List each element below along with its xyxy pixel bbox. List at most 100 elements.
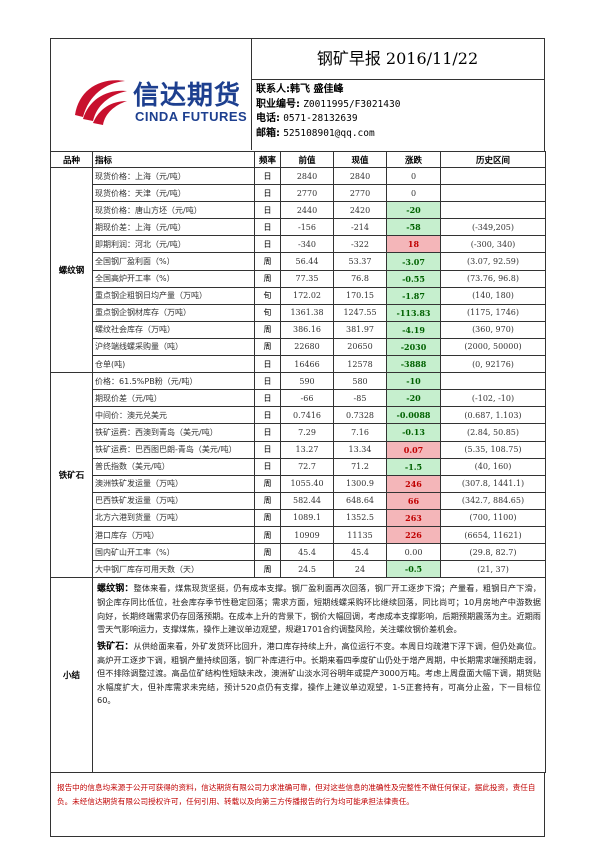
column-header: 前值 bbox=[280, 151, 334, 168]
history-range-cell: (140, 180) bbox=[440, 286, 546, 305]
history-range-cell: (29.8, 82.7) bbox=[440, 543, 546, 562]
indicator-cell: 现货价格：唐山方坯（元/吨） bbox=[92, 201, 255, 220]
change-cell: -0.55 bbox=[386, 269, 441, 288]
current-value-cell: 45.4 bbox=[333, 543, 387, 562]
previous-value-cell: -156 bbox=[280, 218, 334, 237]
current-value-cell: 0.7328 bbox=[333, 406, 387, 425]
contact-line: 联系人:韩飞 盛佳峰 bbox=[256, 83, 400, 98]
current-value-cell: 71.2 bbox=[333, 457, 387, 476]
change-cell: -1.5 bbox=[386, 457, 441, 476]
previous-value-cell: 13.27 bbox=[280, 440, 334, 459]
report-sheet: 信达期货 CINDA FUTURES 钢矿早报 2016/11/22 联系人:韩… bbox=[50, 38, 546, 838]
indicator-cell: 澳洲铁矿发运量（万吨） bbox=[92, 474, 255, 493]
table-row: 沪终端线螺采购量（吨）周 22680 20650 -2030 (2000, 50000) bbox=[51, 337, 546, 357]
frequency-cell: 日 bbox=[254, 457, 281, 476]
table-row: 普氏指数（美元/吨）日 72.7 71.2 -1.5 (40, 160) bbox=[51, 457, 546, 476]
previous-value-cell: 0.7416 bbox=[280, 406, 334, 425]
frequency-cell: 日 bbox=[254, 355, 281, 374]
indicator-cell: 期现价差：上海（元/吨） bbox=[92, 218, 255, 237]
report-header: 信达期货 CINDA FUTURES 钢矿早报 2016/11/22 联系人:韩… bbox=[50, 38, 545, 151]
frequency-cell: 日 bbox=[254, 372, 281, 391]
current-value-cell: 580 bbox=[333, 372, 387, 391]
rebar-summary: 螺纹钢：整体来看，煤焦现货坚挺，仍有成本支撑。钢厂盈利面再次回落，钢厂开工逐步下… bbox=[97, 582, 541, 636]
current-value-cell: 2840 bbox=[333, 166, 387, 186]
history-range-cell: (307.8, 1441.1) bbox=[440, 474, 546, 493]
frequency-cell: 日 bbox=[254, 235, 281, 254]
frequency-cell: 周 bbox=[254, 525, 281, 545]
change-cell: -10 bbox=[386, 372, 441, 391]
indicator-cell: 北方六港到货量（万吨） bbox=[92, 508, 255, 527]
table-row: 现货价格：唐山方坯（元/吨）日 2440 2420 -20 bbox=[51, 201, 546, 220]
change-cell: -4.19 bbox=[386, 320, 441, 339]
history-range-cell: (40, 160) bbox=[440, 457, 546, 476]
indicator-cell: 港口库存（万吨） bbox=[92, 525, 255, 545]
column-header: 频率 bbox=[254, 151, 281, 168]
frequency-cell: 日 bbox=[254, 201, 281, 220]
previous-value-cell: 22680 bbox=[280, 337, 334, 357]
current-value-cell: 13.34 bbox=[333, 440, 387, 459]
current-value-cell: 20650 bbox=[333, 337, 387, 357]
contact-label: 联系人: bbox=[256, 84, 290, 95]
change-cell: -20 bbox=[386, 201, 441, 220]
change-cell: -3.07 bbox=[386, 252, 441, 271]
email-line: 邮箱: 525108901@qq.com bbox=[256, 127, 400, 142]
table-row: 铁矿石 价格：61.5%PB粉（元/吨）日 590 580 -10 bbox=[50, 372, 546, 579]
history-range-cell bbox=[440, 184, 546, 203]
previous-value-cell: 10909 bbox=[280, 525, 334, 545]
current-value-cell: 648.64 bbox=[333, 491, 387, 510]
history-range-cell: (700, 1100) bbox=[440, 508, 546, 527]
table-row: 期现价差（元/吨）日 -66 -85 -20 (-102, -10) bbox=[51, 389, 546, 408]
disclaimer: 报告中的信息均来源于公开可获得的资料，信达期货有限公司力求准确可靠，但对这些信息… bbox=[50, 773, 545, 838]
table-row: 螺纹社会库存（万吨）周 386.16 381.97 -4.19 (360, 970) bbox=[51, 320, 546, 339]
indicator-cell: 国内矿山开工率（%） bbox=[92, 543, 255, 562]
indicator-table: 品种 指标 频率 前值 现值 涨跌 历史区间 螺纹钢 现货价格：上海（元/吨）日 2… bbox=[50, 151, 546, 774]
table-row: 国内矿山开工率（%）周 45.4 45.4 0.00 (29.8, 82.7) bbox=[51, 543, 546, 562]
contact-names: 韩飞 盛佳峰 bbox=[290, 84, 344, 95]
table-row: 铁矿运费：巴西图巴朗-青岛（美元/吨）日 13.27 13.34 0.07 (5.35,… bbox=[51, 440, 546, 459]
indicator-cell: 大中钢厂库存可用天数（天） bbox=[92, 560, 255, 579]
change-cell: -0.0088 bbox=[386, 406, 441, 425]
column-header: 涨跌 bbox=[386, 151, 441, 168]
change-cell: 226 bbox=[386, 525, 441, 545]
change-cell: -58 bbox=[386, 218, 441, 237]
change-cell: -0.13 bbox=[386, 423, 441, 442]
current-value-cell: 12578 bbox=[333, 355, 387, 374]
history-range-cell bbox=[440, 201, 546, 220]
indicator-cell: 现货价格：天津（元/吨） bbox=[92, 184, 255, 203]
previous-value-cell: -340 bbox=[280, 235, 334, 254]
frequency-cell: 周 bbox=[254, 508, 281, 527]
history-range-cell: (5.35, 108.75) bbox=[440, 440, 546, 459]
column-header: 指标 bbox=[92, 151, 255, 168]
frequency-cell: 日 bbox=[254, 218, 281, 237]
previous-value-cell: 56.44 bbox=[280, 252, 334, 271]
frequency-cell: 旬 bbox=[254, 303, 281, 322]
history-range-cell: (3.07, 92.59) bbox=[440, 252, 546, 271]
table-row: 澳洲铁矿发运量（万吨）周 1055.40 1300.9 246 (307.8, 1441… bbox=[51, 474, 546, 493]
email-value[interactable]: 525108901@qq.com bbox=[283, 127, 375, 139]
current-value-cell: 76.8 bbox=[333, 269, 387, 288]
history-range-cell: (-349,205) bbox=[440, 218, 546, 237]
table-row: 北方六港到货量（万吨）周 1089.1 1352.5 263 (700, 1100) bbox=[51, 508, 546, 527]
table-row: 全国高炉开工率（%）周 77.35 76.8 -0.55 (73.76, 96.8) bbox=[51, 269, 546, 288]
summary-label: 小结 bbox=[50, 577, 93, 774]
rebar-summary-title: 螺纹钢： bbox=[97, 584, 134, 595]
current-value-cell: 2770 bbox=[333, 184, 387, 203]
frequency-cell: 周 bbox=[254, 491, 281, 510]
category-cell: 螺纹钢 bbox=[50, 166, 93, 374]
current-value-cell: 53.37 bbox=[333, 252, 387, 271]
phone-line: 电话: 0571-28132639 bbox=[256, 112, 400, 127]
logo-english-name: CINDA FUTURES bbox=[135, 109, 248, 124]
ore-summary-body: 从供给面来看，外矿发货环比回升，港口库存持续上升，高位运行不变。本周日均疏港下浮… bbox=[97, 641, 541, 705]
category-cell: 铁矿石 bbox=[50, 372, 93, 579]
frequency-cell: 旬 bbox=[254, 286, 281, 305]
indicator-cell: 即期利润：河北（元/吨） bbox=[92, 235, 255, 254]
indicator-cell: 巴西铁矿发运量（万吨） bbox=[92, 491, 255, 510]
table-row: 铁矿运费：西澳到青岛（美元/吨）日 7.29 7.16 -0.13 (2.84, 50.… bbox=[51, 423, 546, 442]
history-range-cell bbox=[440, 372, 546, 391]
history-range-cell: (360, 970) bbox=[440, 320, 546, 339]
license-value: Z0011995/F3021430 bbox=[303, 98, 401, 110]
previous-value-cell: 16466 bbox=[280, 355, 334, 374]
table-row: 重点钢企粗钢日均产量（万吨）旬 172.02 170.15 -1.87 (140, 18… bbox=[51, 286, 546, 305]
current-value-cell: -322 bbox=[333, 235, 387, 254]
change-cell: 18 bbox=[386, 235, 441, 254]
